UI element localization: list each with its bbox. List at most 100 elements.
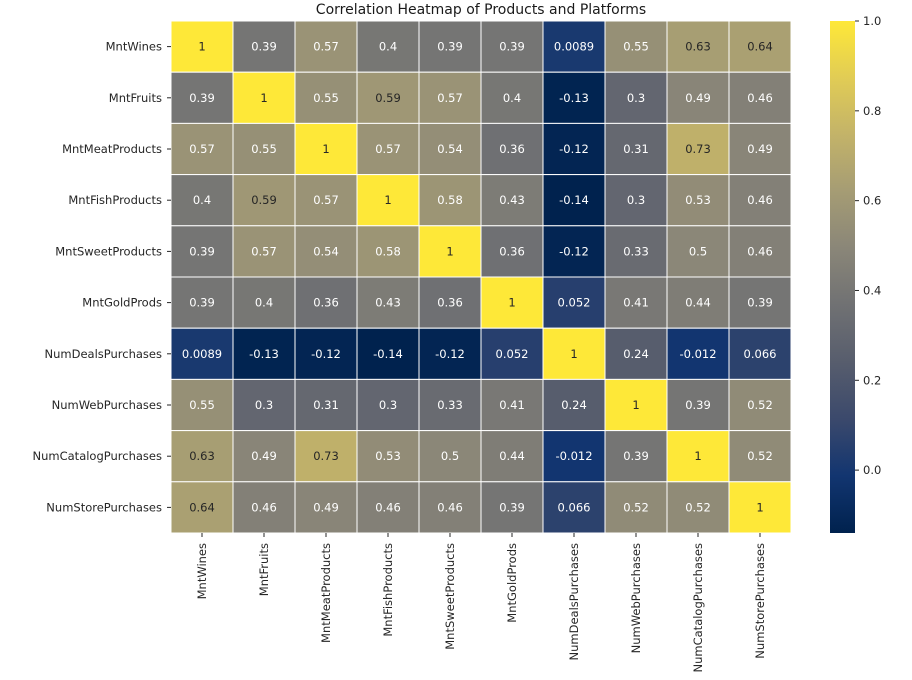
cell-annotation: 0.43	[499, 193, 525, 207]
heatmap-cells: 1 0.39 0.57 0.4 0.39 0.39 0.0089 0.55 0.63 0.64 0.…	[170, 20, 792, 534]
cell-annotation: 0.46	[375, 500, 401, 514]
y-tick-label: MntGoldProds	[82, 296, 162, 310]
heatmap-cell	[170, 481, 234, 534]
x-tick-label: MntSweetProducts	[443, 543, 457, 650]
cell-annotation: 1	[322, 142, 329, 156]
cell-annotation: -0.13	[559, 91, 589, 105]
heatmap-cell	[728, 122, 792, 176]
heatmap-cell	[666, 122, 730, 176]
heatmap-cell	[604, 378, 668, 432]
y-tick-label: NumDealsPurchases	[45, 347, 162, 361]
heatmap-cell	[480, 174, 544, 227]
heatmap-cell	[728, 481, 792, 534]
cell-annotation: 1	[198, 40, 205, 54]
cell-annotation: 0.4	[193, 193, 211, 207]
heatmap-cell	[480, 71, 544, 124]
heatmap-cell	[666, 71, 730, 124]
y-tick-label: MntWines	[106, 40, 162, 54]
cell-annotation: 0.066	[744, 347, 777, 361]
heatmap-cell	[418, 122, 482, 176]
x-tick-label: NumWebPurchases	[629, 543, 643, 653]
y-axis-labels: MntWines MntFruits MntMeatProducts MntFishP…	[33, 40, 171, 514]
heatmap-cell	[480, 225, 544, 278]
cell-annotation: 0.24	[561, 398, 587, 412]
cell-annotation: 0.3	[255, 398, 273, 412]
heatmap-cell	[356, 327, 420, 380]
cell-annotation: 0.39	[747, 296, 773, 310]
heatmap-cell	[294, 225, 358, 278]
heatmap-cell	[418, 481, 482, 534]
heatmap-cell	[666, 174, 730, 227]
heatmap-cell	[542, 122, 606, 176]
cell-annotation: 0.55	[251, 142, 277, 156]
cell-annotation: 0.73	[685, 142, 711, 156]
cell-annotation: 0.55	[623, 40, 649, 54]
heatmap-cell	[480, 276, 544, 329]
heatmap-cell	[294, 122, 358, 176]
cell-annotation: 0.39	[437, 40, 463, 54]
cell-annotation: -0.12	[559, 244, 589, 258]
cell-annotation: 0.4	[503, 91, 521, 105]
y-tick-label: NumCatalogPurchases	[33, 449, 162, 463]
cell-annotation: 0.46	[747, 193, 773, 207]
heatmap-cell	[604, 430, 668, 483]
heatmap-cell	[356, 378, 420, 432]
cell-annotation: 1	[570, 347, 577, 361]
heatmap-cell	[232, 20, 296, 73]
cell-annotation: 0.53	[375, 449, 401, 463]
cell-annotation: 0.24	[623, 347, 649, 361]
cell-annotation: 0.41	[499, 398, 525, 412]
cell-annotation: 0.52	[685, 500, 711, 514]
heatmap-cell	[542, 327, 606, 380]
cell-annotation: -0.12	[311, 347, 341, 361]
cell-annotation: 0.46	[747, 244, 773, 258]
cell-annotation: -0.12	[559, 142, 589, 156]
heatmap-cell	[480, 20, 544, 73]
colorbar-tick-label: 0.8	[863, 104, 881, 118]
cell-annotation: 0.54	[437, 142, 463, 156]
heatmap-cell	[728, 225, 792, 278]
cell-annotation: -0.14	[373, 347, 403, 361]
cell-annotation: 0.36	[437, 296, 463, 310]
heatmap-cell	[604, 225, 668, 278]
x-tick-label: MntWines	[195, 543, 209, 599]
cell-annotation: 0.4	[255, 296, 273, 310]
cell-annotation: 0.39	[685, 398, 711, 412]
cell-annotation: 0.49	[251, 449, 277, 463]
heatmap-cell	[604, 71, 668, 124]
colorbar-tick-label: 0.0	[863, 463, 881, 477]
cell-annotation: 0.46	[251, 500, 277, 514]
cell-annotation: 0.052	[496, 347, 529, 361]
cell-annotation: 0.73	[313, 449, 339, 463]
heatmap-cell	[604, 481, 668, 534]
cell-annotation: 1	[632, 398, 639, 412]
chart-title: Correlation Heatmap of Products and Plat…	[316, 2, 646, 18]
cell-annotation: 0.39	[499, 500, 525, 514]
y-tick-label: NumWebPurchases	[52, 398, 162, 412]
cell-annotation: 0.55	[313, 91, 339, 105]
colorbar-tick-label: 0.6	[863, 194, 881, 208]
cell-annotation: 0.57	[313, 40, 339, 54]
cell-annotation: 0.33	[437, 398, 463, 412]
cell-annotation: 0.3	[379, 398, 397, 412]
heatmap-cell	[728, 71, 792, 124]
cell-annotation: 0.4	[379, 40, 397, 54]
cell-annotation: 0.46	[747, 91, 773, 105]
cell-annotation: 0.39	[499, 40, 525, 54]
heatmap-cell	[356, 481, 420, 534]
heatmap-cell	[294, 378, 358, 432]
colorbar-tick-label: 0.2	[863, 373, 881, 387]
cell-annotation: 0.31	[313, 398, 339, 412]
cell-annotation: 1	[260, 91, 267, 105]
cell-annotation: 0.052	[558, 296, 591, 310]
heatmap-cell	[418, 225, 482, 278]
cell-annotation: 0.49	[685, 91, 711, 105]
cell-annotation: 0.41	[623, 296, 649, 310]
heatmap-cell	[294, 20, 358, 73]
cell-annotation: -0.12	[435, 347, 465, 361]
x-tick-label: NumDealsPurchases	[567, 543, 581, 660]
cell-annotation: 0.57	[251, 244, 277, 258]
cell-annotation: 0.33	[623, 244, 649, 258]
cell-annotation: 0.46	[437, 500, 463, 514]
